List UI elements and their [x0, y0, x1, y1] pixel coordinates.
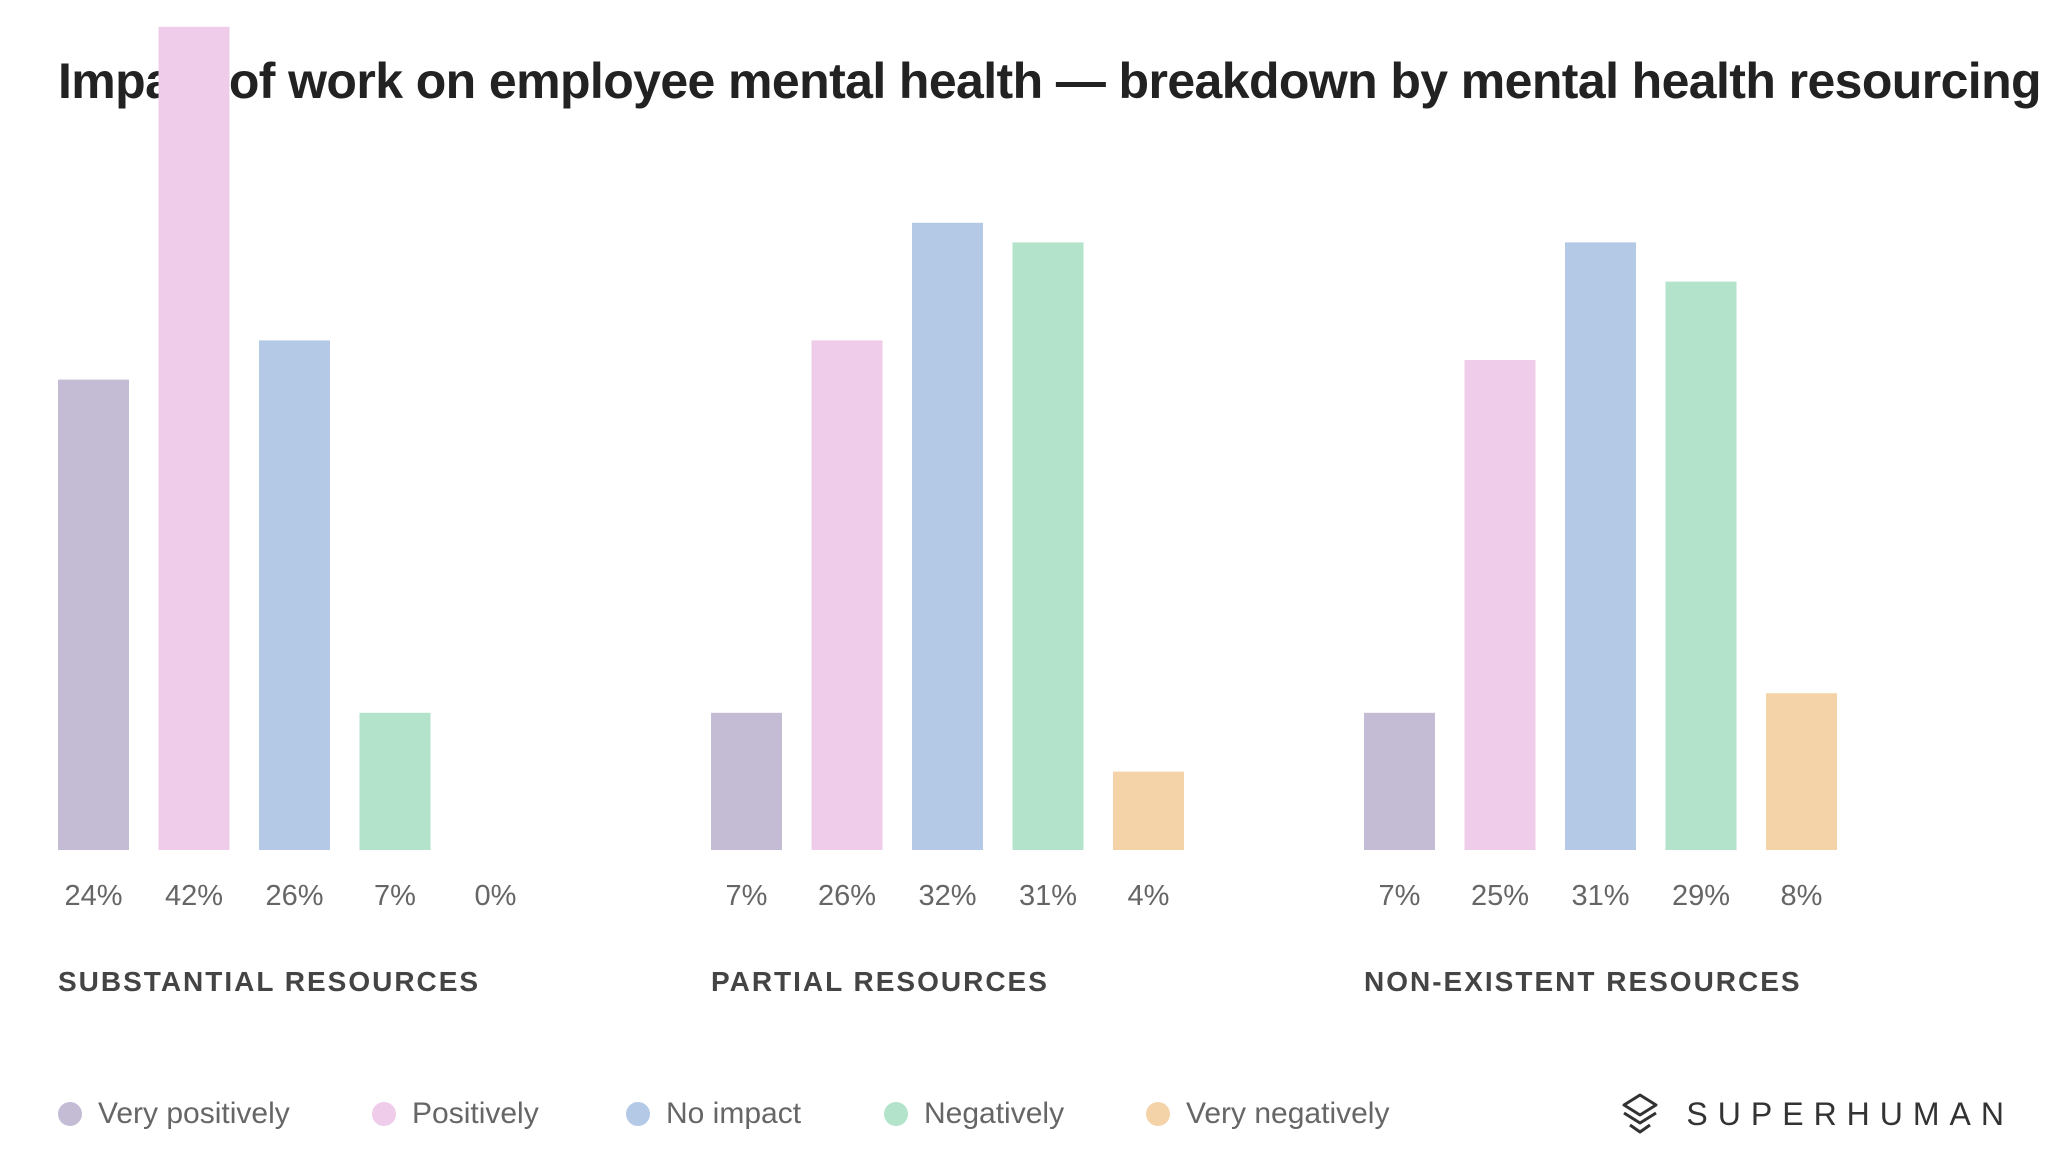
value-label-substantial-resources-very-negatively: 0%	[475, 880, 517, 912]
legend-label-negatively: Negatively	[924, 1097, 1065, 1130]
bar-non-existent-resources-very-positively	[1364, 712, 1435, 850]
bar-partial-resources-no-impact	[912, 222, 983, 851]
value-label-substantial-resources-negatively: 7%	[374, 880, 416, 912]
legend-item-positively: Positively	[372, 1094, 539, 1134]
value-label-partial-resources-positively: 26%	[818, 880, 876, 912]
value-label-non-existent-resources-very-negatively: 8%	[1781, 880, 1823, 912]
chart-non-existent-resources: 7% 25% 31% 29% 8% NON-EXISTENT RESOURCES	[1364, 242, 1837, 997]
legend-label-positively: Positively	[412, 1097, 539, 1130]
legend-item-no-impact: No impact	[626, 1094, 801, 1134]
bar-partial-resources-negatively	[1012, 242, 1084, 850]
legend-item-negatively: Negatively	[884, 1094, 1064, 1134]
group-label-partial-resources: PARTIAL RESOURCES	[711, 966, 1049, 997]
bar-substantial-resources-positively	[158, 26, 230, 851]
brand-name: SUPERHUMAN	[1686, 1095, 2014, 1132]
value-label-partial-resources-very-positively: 7%	[726, 880, 768, 912]
bar-substantial-resources-negatively	[359, 712, 431, 850]
brand: SUPERHUMAN	[1620, 1090, 2014, 1138]
legend-dot-very-negatively	[1146, 1102, 1170, 1126]
value-label-substantial-resources-very-positively: 24%	[64, 880, 122, 912]
value-label-partial-resources-negatively: 31%	[1019, 880, 1077, 912]
value-label-non-existent-resources-positively: 25%	[1471, 880, 1529, 912]
legend-item-very-positively: Very positively	[58, 1094, 290, 1134]
bar-partial-resources-very-positively	[711, 712, 782, 850]
value-label-substantial-resources-no-impact: 26%	[265, 880, 323, 912]
bar-partial-resources-positively	[811, 340, 883, 850]
bar-non-existent-resources-negatively	[1665, 281, 1737, 851]
bar-non-existent-resources-very-negatively	[1766, 693, 1837, 850]
bar-non-existent-resources-positively	[1464, 360, 1536, 850]
legend-dot-positively	[372, 1102, 396, 1126]
legend-dot-no-impact	[626, 1102, 650, 1126]
legend-label-no-impact: No impact	[666, 1097, 802, 1130]
group-label-non-existent-resources: NON-EXISTENT RESOURCES	[1364, 966, 1802, 997]
chart-partial-resources: 7% 26% 32% 31% 4% PARTIAL RESOURCES	[711, 222, 1184, 997]
legend: Very positively Positively No impact Neg…	[58, 1094, 1458, 1134]
legend-item-very-negatively: Very negatively	[1146, 1094, 1389, 1134]
bar-non-existent-resources-no-impact	[1565, 242, 1636, 850]
value-label-partial-resources-very-negatively: 4%	[1128, 880, 1170, 912]
legend-label-very-negatively: Very negatively	[1186, 1097, 1390, 1130]
legend-label-very-positively: Very positively	[98, 1097, 290, 1130]
value-label-substantial-resources-positively: 42%	[165, 880, 223, 912]
superhuman-logo-icon	[1622, 1093, 1658, 1134]
chart-substantial-resources: 24% 42% 26% 7% 0% SUBSTANTIAL RESOURCES	[58, 26, 517, 997]
value-label-non-existent-resources-no-impact: 31%	[1571, 880, 1629, 912]
legend-dot-negatively	[884, 1102, 908, 1126]
value-label-partial-resources-no-impact: 32%	[918, 880, 976, 912]
chart-title: Impact of work on employee mental health…	[58, 53, 2042, 109]
value-label-non-existent-resources-very-positively: 7%	[1379, 880, 1421, 912]
legend-dot-very-positively	[58, 1102, 82, 1126]
value-label-non-existent-resources-negatively: 29%	[1672, 880, 1730, 912]
bar-substantial-resources-no-impact	[259, 340, 330, 850]
bar-substantial-resources-very-positively	[58, 379, 129, 850]
bar-partial-resources-very-negatively	[1113, 771, 1184, 850]
group-label-substantial-resources: SUBSTANTIAL RESOURCES	[58, 966, 480, 997]
